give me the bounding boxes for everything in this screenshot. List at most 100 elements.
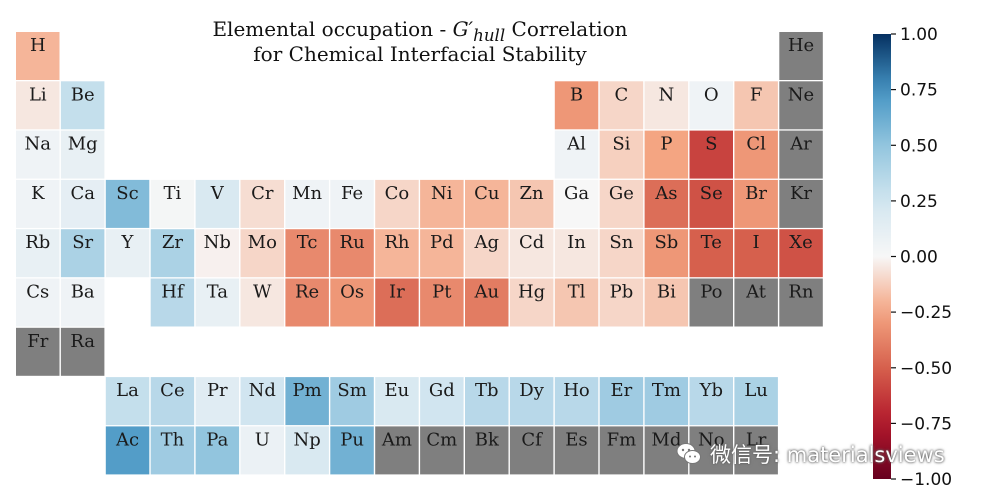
element-cell-fill xyxy=(195,278,240,327)
element-cell-eu: Eu xyxy=(375,377,419,426)
element-cell-si: Si xyxy=(599,130,644,179)
element-symbol: Xe xyxy=(789,232,812,253)
element-symbol: Cl xyxy=(746,134,766,155)
element-cell-fill xyxy=(16,32,60,80)
element-cell-fill xyxy=(16,229,60,278)
element-symbol: Pu xyxy=(340,429,364,450)
element-cell-mn: Mn xyxy=(285,179,329,228)
element-symbol: Tb xyxy=(475,380,499,401)
element-cell-fill xyxy=(689,278,733,327)
element-cell-ac: Ac xyxy=(105,426,150,475)
element-symbol: Cs xyxy=(26,282,49,303)
element-cell-o: O xyxy=(689,81,733,130)
element-cell-bi: Bi xyxy=(644,278,689,327)
element-symbol: Li xyxy=(29,84,47,105)
element-cell-cf: Cf xyxy=(509,426,554,475)
element-symbol: Md xyxy=(651,429,681,450)
element-cell-as: As xyxy=(644,179,689,228)
element-symbol: Ge xyxy=(609,183,634,204)
element-cell-fill xyxy=(554,81,599,130)
element-cell-fill xyxy=(105,229,150,278)
element-symbol: H xyxy=(30,35,46,56)
element-symbol: Zr xyxy=(162,232,184,253)
element-cell-fill xyxy=(150,377,195,426)
element-cell-n: N xyxy=(644,81,689,130)
element-cell-tl: Tl xyxy=(554,278,599,327)
element-symbol: Sc xyxy=(116,183,138,204)
element-symbol: Pr xyxy=(207,380,228,401)
element-cell-fill xyxy=(16,327,60,376)
element-cell-fill xyxy=(779,130,823,179)
element-symbol: C xyxy=(615,84,629,105)
element-cell-fill xyxy=(599,426,644,475)
element-symbol: Rb xyxy=(25,232,50,253)
element-cell-fill xyxy=(60,278,105,327)
element-symbol: Pb xyxy=(610,282,634,303)
element-symbol: Cf xyxy=(521,429,543,450)
element-cell-fill xyxy=(509,229,554,278)
element-symbol: Ar xyxy=(789,134,812,155)
element-cell-fill xyxy=(689,130,733,179)
element-symbol: Np xyxy=(293,429,320,450)
chart-title-line-2: for Chemical Interfacial Stability xyxy=(253,42,587,66)
element-cell-c: C xyxy=(599,81,644,130)
element-cell-tb: Tb xyxy=(465,377,509,426)
element-cell-ho: Ho xyxy=(554,377,599,426)
element-symbol: Cr xyxy=(251,183,274,204)
element-symbol: Sm xyxy=(337,380,366,401)
element-cell-se: Se xyxy=(689,179,733,228)
element-cell-tc: Tc xyxy=(285,229,329,278)
element-cell-gd: Gd xyxy=(420,377,464,426)
element-symbol: Pd xyxy=(430,232,454,253)
element-cell-pr: Pr xyxy=(195,377,240,426)
element-cell-fill xyxy=(16,278,60,327)
element-symbol: P xyxy=(660,134,672,155)
element-symbol: Sn xyxy=(609,232,633,253)
element-cell-cd: Cd xyxy=(509,229,554,278)
element-cell-rn: Rn xyxy=(779,278,823,327)
element-symbol: Pt xyxy=(432,282,452,303)
element-cell-es: Es xyxy=(554,426,599,475)
element-cell-fill xyxy=(465,426,509,475)
element-cell-fill xyxy=(689,426,733,475)
element-cell-fill xyxy=(240,377,284,426)
element-cell-fill xyxy=(779,32,823,80)
element-cell-np: Np xyxy=(285,426,329,475)
element-cell-fill xyxy=(689,229,733,278)
element-symbol: Rn xyxy=(788,282,814,303)
element-symbol: Br xyxy=(745,183,767,204)
element-cell-fill xyxy=(420,278,464,327)
element-symbol: Mn xyxy=(292,183,322,204)
element-cell-fill xyxy=(285,426,329,475)
element-cell-fill xyxy=(644,130,689,179)
element-cell-fill xyxy=(150,179,195,228)
element-symbol: Fe xyxy=(341,183,363,204)
element-cells: H He Li Be B C N O F Ne Na Mg Al Si P S Cl Ar K Ca Sc Ti V Cr Mn… xyxy=(16,32,823,475)
colorbar-tick-label: 0.25 xyxy=(900,192,938,212)
element-symbol: Nb xyxy=(204,232,231,253)
element-cell-fill xyxy=(375,179,419,228)
element-symbol: Ni xyxy=(431,183,453,204)
element-cell-fill xyxy=(330,377,374,426)
element-cell-fill xyxy=(465,377,509,426)
element-cell-u: U xyxy=(240,426,284,475)
element-cell-fill xyxy=(554,179,599,228)
element-symbol: Y xyxy=(121,232,135,253)
element-cell-li: Li xyxy=(16,81,60,130)
element-symbol: Ce xyxy=(160,380,184,401)
element-cell-he: He xyxy=(779,32,823,80)
element-cell-tm: Tm xyxy=(644,377,689,426)
element-cell-fill xyxy=(734,426,778,475)
element-cell-fill xyxy=(734,130,778,179)
element-cell-p: P xyxy=(644,130,689,179)
element-cell-fe: Fe xyxy=(330,179,374,228)
element-symbol: Pm xyxy=(293,380,322,401)
element-symbol: Fr xyxy=(27,331,48,352)
element-cell-fill xyxy=(644,377,689,426)
element-cell-bk: Bk xyxy=(465,426,509,475)
element-symbol: V xyxy=(210,183,225,204)
element-cell-fill xyxy=(465,278,509,327)
element-symbol: Kr xyxy=(790,183,812,204)
element-cell-v: V xyxy=(195,179,240,228)
